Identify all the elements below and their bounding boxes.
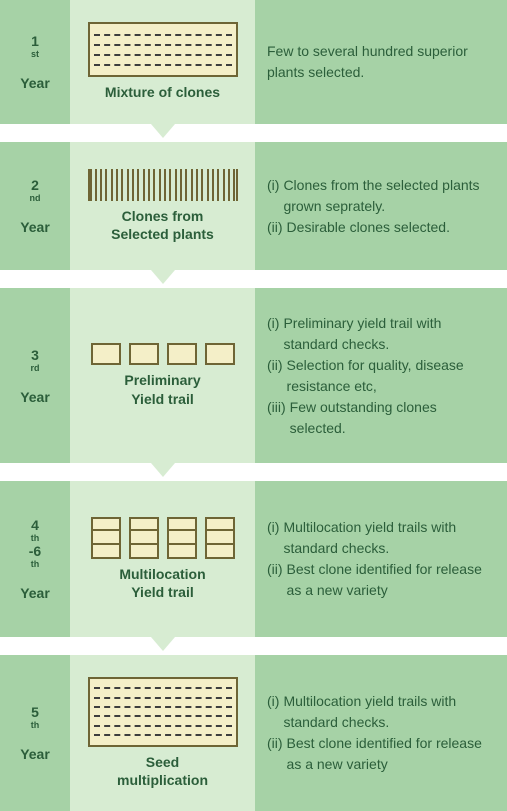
stage-row: 2ndYear Clones fromSelected plants (i)Clon… [0, 142, 507, 270]
description-cell: (i)Clones from the selected plants grown… [255, 142, 507, 270]
description-item: (i)Multilocation yield trails with stand… [267, 691, 495, 733]
visual-cell: Seedmultiplication [70, 655, 255, 811]
visual-cell: PreliminaryYield trail [70, 288, 255, 463]
arrow-row [0, 124, 507, 142]
visual-cell: MultilocationYield trail [70, 481, 255, 637]
arrow-row [0, 463, 507, 481]
description-item: (iii)Few outstanding clones selected. [267, 397, 495, 439]
diagram-container: 1stYear Mixture of clones Few to several h… [0, 0, 507, 811]
visual-cell: Mixture of clones [70, 0, 255, 124]
description-text: Few to several hundred superior plants s… [267, 41, 495, 83]
grid-visual [91, 517, 235, 559]
description-item: (ii)Selection for quality, disease resis… [267, 355, 495, 397]
year-label: 1stYear [0, 0, 70, 124]
description-item: (i)Preliminary yield trail with standard… [267, 313, 495, 355]
description-item: (ii)Best clone identified for release as… [267, 733, 495, 775]
description-item: (i)Clones from the selected plants grown… [267, 175, 495, 217]
chevron-down-icon [151, 270, 175, 284]
dashed-visual [88, 22, 238, 77]
arrow-row [0, 270, 507, 288]
description-item: (ii)Desirable clones selected. [267, 217, 495, 238]
description-cell: (i)Multilocation yield trails with stand… [255, 481, 507, 637]
visual-label: Seedmultiplication [117, 753, 208, 789]
description-cell: (i)Preliminary yield trail with standard… [255, 288, 507, 463]
description-item: (ii)Best clone identified for release as… [267, 559, 495, 601]
dashed-visual [88, 677, 238, 747]
stage-row: 4th-6thYear MultilocationYield trail (i)Mu… [0, 481, 507, 637]
visual-label: Clones fromSelected plants [111, 207, 214, 243]
visual-label: PreliminaryYield trail [124, 371, 200, 407]
stage-row: 3rdYear PreliminaryYield trail (i)Prelimin… [0, 288, 507, 463]
description-cell: (i)Multilocation yield trails with stand… [255, 655, 507, 811]
stage-row: 1stYear Mixture of clones Few to several h… [0, 0, 507, 124]
chevron-down-icon [151, 463, 175, 477]
stage-row: 5thYear Seedmultiplication (i)Multilocatio… [0, 655, 507, 811]
chevron-down-icon [151, 124, 175, 138]
year-label: 3rdYear [0, 288, 70, 463]
stripe-visual [88, 169, 238, 201]
squares-visual [91, 343, 235, 365]
chevron-down-icon [151, 637, 175, 651]
visual-label: MultilocationYield trail [119, 565, 205, 601]
visual-label: Mixture of clones [105, 83, 220, 101]
year-label: 4th-6thYear [0, 481, 70, 637]
description-cell: Few to several hundred superior plants s… [255, 0, 507, 124]
year-label: 2ndYear [0, 142, 70, 270]
arrow-row [0, 637, 507, 655]
visual-cell: Clones fromSelected plants [70, 142, 255, 270]
description-item: (i)Multilocation yield trails with stand… [267, 517, 495, 559]
year-label: 5thYear [0, 655, 70, 811]
